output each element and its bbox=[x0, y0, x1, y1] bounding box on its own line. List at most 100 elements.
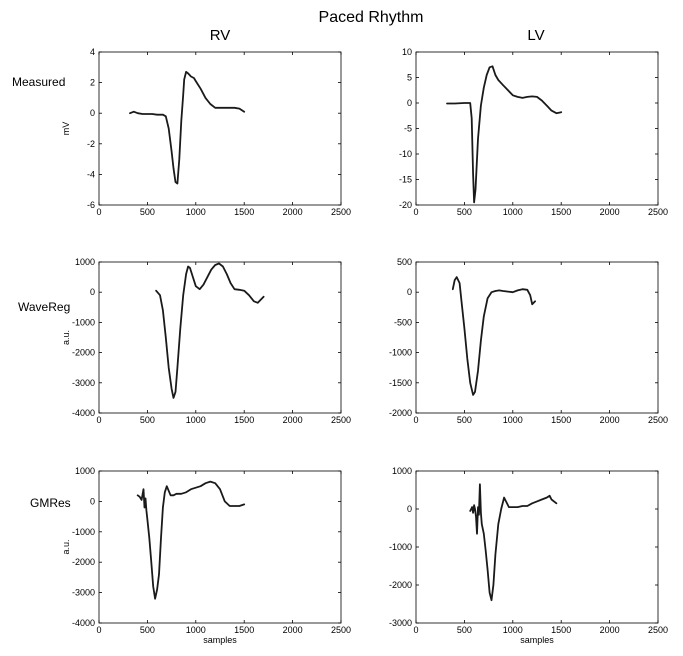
x-tick-label: 1500 bbox=[551, 625, 571, 635]
row-label-gmres: GMRes bbox=[30, 496, 71, 510]
y-axis-label: mV bbox=[61, 122, 71, 136]
x-tick-label: 2500 bbox=[648, 625, 668, 635]
y-tick-label: -1500 bbox=[389, 378, 412, 388]
x-tick-label: 2500 bbox=[331, 415, 351, 425]
series-line bbox=[451, 276, 536, 396]
x-tick-label: 1000 bbox=[186, 207, 206, 217]
axes-frame bbox=[415, 51, 659, 206]
x-tick-label: 2500 bbox=[331, 207, 351, 217]
y-tick-label: -2000 bbox=[389, 408, 412, 418]
y-tick-label: -15 bbox=[399, 175, 412, 185]
y-tick-label: -1000 bbox=[389, 542, 412, 552]
axes-frame bbox=[415, 261, 659, 414]
y-tick-label: -1000 bbox=[72, 317, 95, 327]
figure-title: Paced Rhythm bbox=[319, 9, 424, 26]
x-tick-label: 1000 bbox=[186, 625, 206, 635]
series-line bbox=[446, 65, 563, 204]
y-tick-label: 5 bbox=[407, 73, 412, 83]
x-tick-label: 2000 bbox=[600, 625, 620, 635]
chart-gmres-rv: 0 500 1000 1500 2000 2500 -4000 -3000 -2000 -1000… bbox=[61, 466, 351, 645]
y-axis-label: a.u. bbox=[61, 330, 71, 345]
series-line bbox=[469, 483, 558, 602]
x-tick-label: 0 bbox=[96, 207, 101, 217]
y-tick-label: -2000 bbox=[389, 580, 412, 590]
y-tick-label: 0 bbox=[90, 287, 95, 297]
x-tick-label: 1500 bbox=[234, 625, 254, 635]
x-tick-label: 1500 bbox=[234, 207, 254, 217]
x-tick-label: 0 bbox=[413, 625, 418, 635]
x-tick-label: 500 bbox=[457, 415, 472, 425]
y-tick-label: 1000 bbox=[392, 466, 412, 476]
x-tick-label: 1000 bbox=[503, 207, 523, 217]
y-tick-label: -1000 bbox=[389, 348, 412, 358]
chart-gmres-lv: 0 500 1000 1500 2000 2500 -3000 -2000 -1000 0 1000… bbox=[389, 466, 668, 645]
chart-measured-rv: 0 500 1000 1500 2000 2500 -6 -4 -2 0 2 4 mV bbox=[61, 47, 351, 217]
y-tick-label: 0 bbox=[407, 504, 412, 514]
x-tick-label: 1000 bbox=[503, 415, 523, 425]
x-tick-label: 1000 bbox=[503, 625, 523, 635]
y-tick-label: -2000 bbox=[72, 557, 95, 567]
x-tick-label: 500 bbox=[140, 207, 155, 217]
x-tick-label: 500 bbox=[140, 625, 155, 635]
series-line bbox=[155, 262, 265, 399]
y-tick-label: -4 bbox=[87, 169, 95, 179]
y-tick-label: 1000 bbox=[75, 466, 95, 476]
y-tick-label: 4 bbox=[90, 47, 95, 57]
row-label-wavereg: WaveReg bbox=[18, 300, 70, 314]
x-tick-label: 2000 bbox=[283, 207, 303, 217]
column-title-lv: LV bbox=[527, 27, 544, 44]
x-tick-label: 0 bbox=[413, 207, 418, 217]
y-tick-label: 500 bbox=[397, 257, 412, 267]
column-title-rv: RV bbox=[210, 27, 231, 44]
x-axis-label: samples bbox=[203, 635, 237, 645]
y-tick-label: -3000 bbox=[389, 618, 412, 628]
x-tick-label: 2500 bbox=[648, 415, 668, 425]
y-tick-label: -4000 bbox=[72, 618, 95, 628]
x-tick-label: 0 bbox=[96, 625, 101, 635]
y-tick-label: -4000 bbox=[72, 408, 95, 418]
series-line bbox=[129, 71, 246, 185]
axes-frame bbox=[98, 261, 342, 414]
y-tick-label: -500 bbox=[394, 317, 412, 327]
y-tick-label: -3000 bbox=[72, 378, 95, 388]
chart-measured-lv: 0 500 1000 1500 2000 2500 -20 -15 -10 -5 0 5 10 bbox=[399, 47, 668, 217]
y-tick-label: 1000 bbox=[75, 257, 95, 267]
y-tick-label: 2 bbox=[90, 78, 95, 88]
series-line bbox=[136, 480, 246, 600]
y-tick-label: -6 bbox=[87, 200, 95, 210]
y-axis-label: a.u. bbox=[61, 539, 71, 554]
y-tick-label: 0 bbox=[407, 287, 412, 297]
y-tick-label: -1000 bbox=[72, 527, 95, 537]
y-tick-label: -3000 bbox=[72, 588, 95, 598]
x-tick-label: 2000 bbox=[600, 207, 620, 217]
x-tick-label: 500 bbox=[140, 415, 155, 425]
x-tick-label: 500 bbox=[457, 625, 472, 635]
x-tick-label: 2500 bbox=[648, 207, 668, 217]
x-tick-label: 1500 bbox=[551, 415, 571, 425]
y-tick-label: 0 bbox=[90, 496, 95, 506]
axes-frame bbox=[415, 470, 659, 624]
y-tick-label: 10 bbox=[402, 47, 412, 57]
x-tick-label: 2000 bbox=[283, 415, 303, 425]
x-tick-label: 0 bbox=[96, 415, 101, 425]
chart-wavereg-rv: 0 500 1000 1500 2000 2500 -4000 -3000 -2000 -1000… bbox=[61, 257, 351, 425]
x-tick-label: 1000 bbox=[186, 415, 206, 425]
x-tick-label: 0 bbox=[413, 415, 418, 425]
axes-frame bbox=[98, 470, 342, 624]
y-tick-label: -10 bbox=[399, 149, 412, 159]
x-tick-label: 2000 bbox=[600, 415, 620, 425]
y-tick-label: 0 bbox=[407, 98, 412, 108]
x-tick-label: 2000 bbox=[283, 625, 303, 635]
chart-wavereg-lv: 0 500 1000 1500 2000 2500 -2000 -1500 -1000 -500 0… bbox=[389, 257, 668, 425]
row-label-measured: Measured bbox=[12, 75, 65, 89]
y-tick-label: -2 bbox=[87, 139, 95, 149]
x-tick-label: 2500 bbox=[331, 625, 351, 635]
y-tick-label: -20 bbox=[399, 200, 412, 210]
x-tick-label: 500 bbox=[457, 207, 472, 217]
y-tick-label: 0 bbox=[90, 108, 95, 118]
x-axis-label: samples bbox=[520, 635, 554, 645]
x-tick-label: 1500 bbox=[551, 207, 571, 217]
y-tick-label: -5 bbox=[404, 124, 412, 134]
